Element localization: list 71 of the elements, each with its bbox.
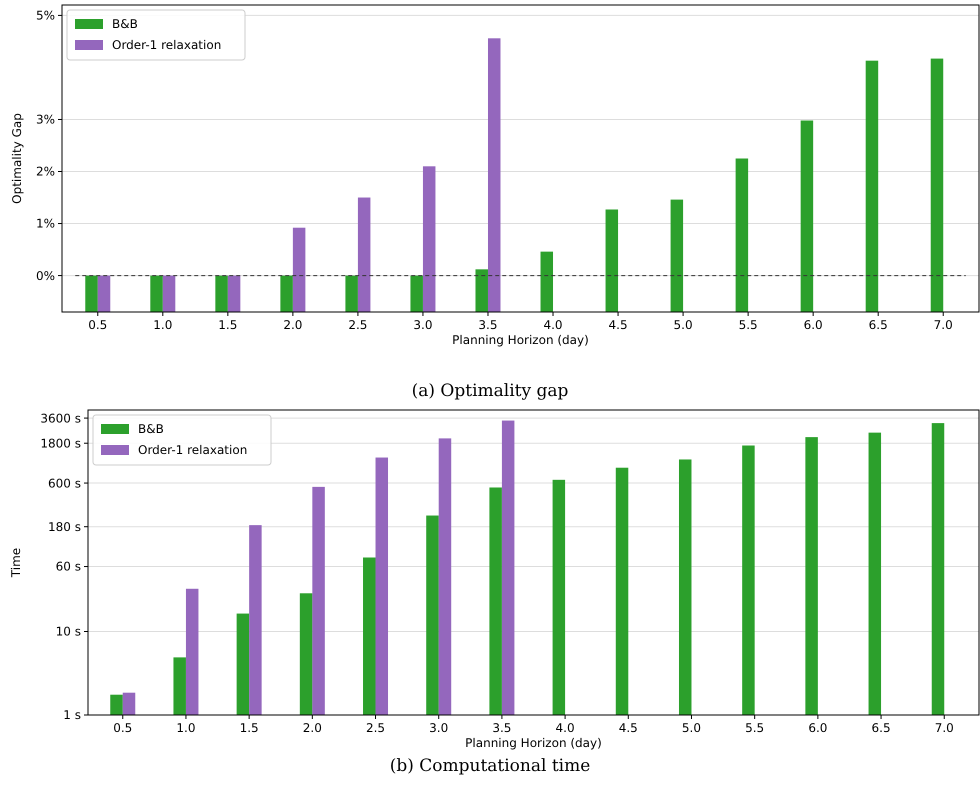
x-tick-label: 6.0	[804, 318, 823, 332]
y-tick-label: 10 s	[56, 624, 81, 639]
y-tick-label: 60 s	[56, 560, 81, 574]
bar	[85, 276, 98, 312]
x-tick-label: 2.5	[348, 318, 368, 332]
x-tick-label: 6.5	[872, 721, 891, 735]
bar	[358, 198, 370, 312]
bar	[228, 276, 240, 312]
x-tick-label: 4.5	[618, 721, 638, 735]
bar	[292, 228, 306, 312]
x-tick-label: 5.0	[674, 318, 693, 332]
legend-label: B&B	[112, 17, 138, 32]
x-tick-label: 5.5	[745, 721, 764, 735]
x-tick-label: 7.0	[934, 318, 953, 332]
x-axis-title: Planning Horizon (day)	[452, 333, 589, 347]
bar	[930, 58, 944, 312]
x-tick-label: 0.5	[113, 721, 132, 735]
y-tick-label: 0%	[36, 268, 55, 283]
legend-label: B&B	[138, 422, 164, 436]
x-tick-label: 5.0	[682, 721, 702, 735]
y-axis-title: Optimality Gap	[10, 113, 24, 204]
y-tick-label: 600 s	[48, 476, 81, 490]
x-tick-label: 4.0	[556, 721, 575, 735]
x-tick-label: 2.5	[366, 721, 386, 735]
x-tick-label: 3.5	[492, 721, 512, 735]
x-tick-label: 7.0	[934, 721, 954, 735]
bar	[98, 276, 110, 312]
x-tick-label: 6.0	[808, 721, 828, 735]
bar	[280, 276, 293, 312]
x-tick-label: 4.5	[608, 318, 628, 332]
x-tick-label: 4.0	[543, 318, 563, 332]
bar	[345, 276, 358, 312]
text: (a) Optimality gap	[412, 381, 568, 401]
legend-label: Order-1 relaxation	[138, 443, 248, 458]
bar	[475, 269, 488, 312]
x-tick-label: 1.0	[153, 318, 172, 332]
x-tick-label: 1.5	[240, 721, 259, 735]
y-tick-label: 2%	[36, 164, 55, 179]
legend-label: Order-1 relaxation	[112, 38, 222, 52]
bar	[540, 252, 554, 312]
bar	[606, 209, 618, 312]
y-tick-label: 1%	[36, 216, 55, 231]
x-tick-label: 2.0	[302, 721, 322, 735]
y-tick-label: 3600 s	[40, 411, 81, 426]
y-tick-label: 1800 s	[40, 436, 81, 450]
x-tick-label: 2.0	[283, 318, 302, 332]
y-tick-label: 180 s	[48, 520, 81, 534]
bar	[410, 276, 423, 312]
x-tick-label: 0.5	[88, 318, 108, 332]
text: (b) Computational time	[390, 756, 590, 776]
x-tick-label: 5.5	[738, 318, 758, 332]
y-axis-title: Time	[9, 548, 23, 578]
bar	[215, 276, 228, 312]
x-tick-label: 3.5	[478, 318, 498, 332]
bar	[488, 38, 500, 312]
x-tick-label: 3.0	[429, 721, 448, 735]
bar	[800, 120, 814, 312]
x-tick-label: 1.0	[176, 721, 196, 735]
x-tick-label: 6.5	[868, 318, 888, 332]
bar	[866, 60, 878, 312]
bar	[422, 166, 436, 312]
x-tick-label: 1.5	[218, 318, 238, 332]
y-tick-label: 5%	[36, 8, 55, 23]
bar	[670, 200, 684, 312]
x-tick-label: 3.0	[413, 318, 432, 332]
y-tick-label: 3%	[36, 112, 55, 127]
bar	[736, 158, 748, 312]
y-tick-label: 1 s	[63, 708, 81, 722]
bar	[162, 276, 176, 312]
x-axis-title: Planning Horizon (day)	[465, 736, 602, 750]
bar	[150, 276, 163, 312]
